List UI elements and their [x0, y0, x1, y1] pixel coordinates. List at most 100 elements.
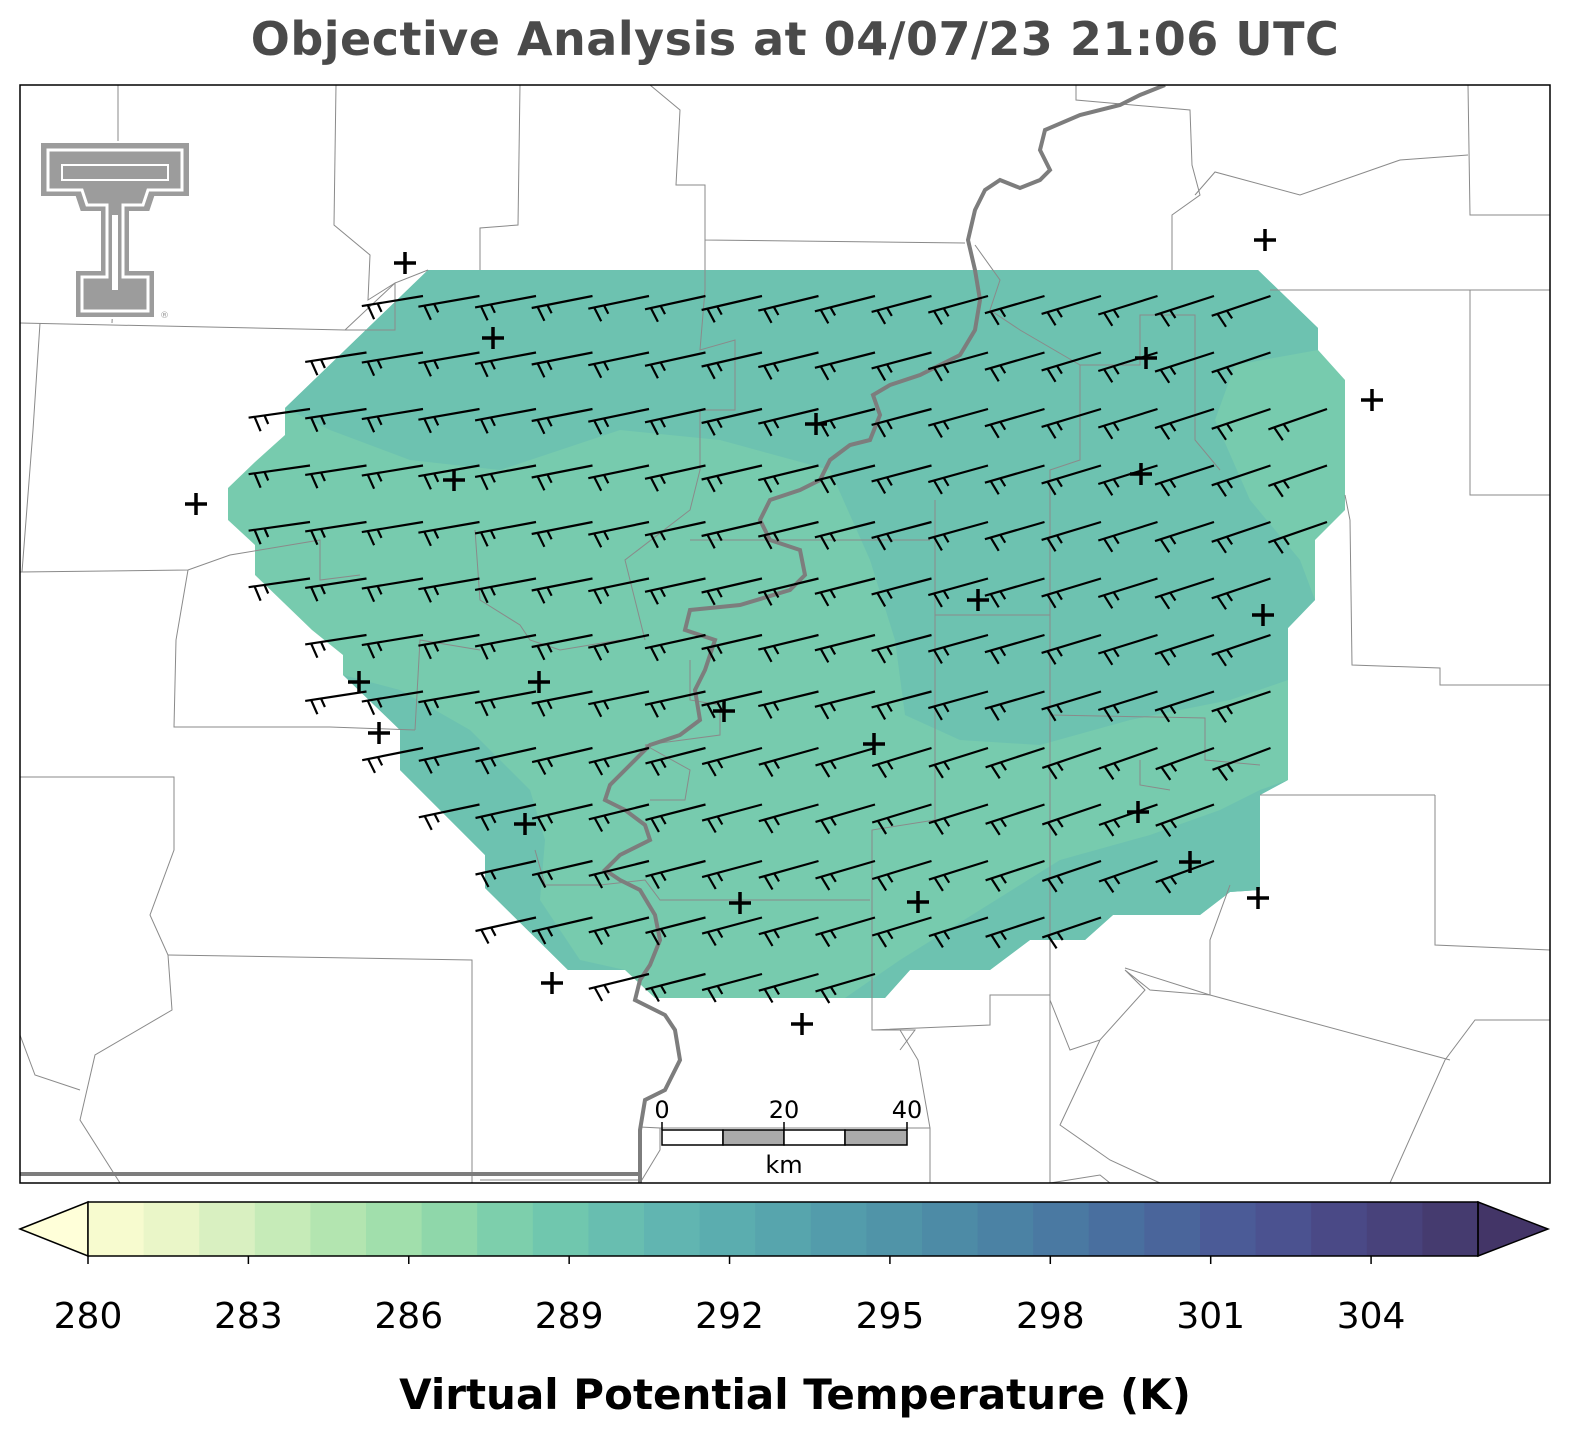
wind-barb-half-flag: [1056, 818, 1064, 828]
wind-barb-flag: [480, 816, 490, 832]
colorbar-tick-label: 286: [374, 1296, 444, 1337]
wind-barb-flag: [1047, 821, 1058, 837]
wind-barb-flag: [876, 309, 887, 325]
wind-barb-half-flag: [716, 418, 723, 429]
wind-barb-half-flag: [942, 307, 950, 317]
wind-barb-half-flag: [659, 815, 667, 825]
wind-barb-half-flag: [489, 642, 496, 653]
wind-barb-staff: [645, 972, 706, 991]
colorbar-swatch: [366, 1202, 423, 1256]
wind-barb-half-flag: [1055, 478, 1063, 488]
wind-barb-staff: [1097, 690, 1158, 712]
wind-barb-flag: [933, 536, 943, 551]
wind-barb-flag: [1216, 652, 1227, 667]
wind-barb-half-flag: [433, 642, 440, 652]
wind-barb-flag: [706, 703, 716, 719]
wind-barb-half-flag: [603, 814, 610, 825]
wind-barb-flag: [819, 478, 830, 494]
wind-barb-staff: [644, 520, 706, 537]
wind-barb-staff: [305, 577, 367, 589]
wind-barb-half-flag: [999, 534, 1007, 544]
wind-barb-half-flag: [659, 587, 666, 598]
wind-barb-half-flag: [772, 645, 780, 655]
wind-barb-staff: [645, 859, 706, 878]
wind-barb-staff: [474, 690, 537, 704]
wind-barb-flag: [650, 817, 660, 833]
wind-barb-flag: [819, 365, 830, 381]
wind-barb-half-flag: [773, 872, 780, 882]
wind-barb-flag: [876, 479, 887, 494]
wind-barb-flag: [706, 987, 717, 1003]
wind-barb-flag: [876, 933, 888, 948]
wind-barb-half-flag: [999, 818, 1007, 828]
wind-barb-half-flag: [659, 928, 667, 938]
wind-barb-staff: [758, 464, 819, 482]
wind-barb-staff: [418, 407, 480, 421]
wind-barb-staff: [531, 407, 593, 423]
wind-barb-half-flag: [716, 815, 724, 826]
wind-barb-flag: [706, 647, 716, 662]
wind-barb-flag: [310, 586, 319, 602]
wind-barb-half-flag: [943, 761, 951, 771]
wind-barb-half-flag: [829, 760, 837, 770]
wind-barb-half-flag: [603, 700, 610, 710]
wind-barb-staff: [815, 746, 876, 767]
wind-barb-flag: [1103, 765, 1115, 781]
wind-barb-flag: [1103, 538, 1114, 553]
wind-barb-flag: [1103, 822, 1115, 837]
wind-barb-staff: [871, 520, 932, 539]
wind-barb-half-flag: [999, 931, 1007, 941]
wind-barb-half-flag: [1225, 479, 1234, 489]
wind-barb-flag: [933, 649, 943, 664]
wind-barb-half-flag: [829, 873, 837, 883]
wind-barb-flag: [876, 366, 887, 381]
wind-barb-staff: [531, 577, 593, 592]
wind-barb-flag: [1216, 482, 1227, 497]
wind-barb-staff: [418, 294, 480, 308]
wind-barb-half-flag: [433, 813, 440, 823]
wind-barb-half-flag: [716, 928, 724, 939]
wind-barb-staff: [1268, 464, 1328, 487]
wind-barb-staff: [758, 407, 819, 425]
colorbar-swatch: [755, 1202, 812, 1256]
wind-barb-half-flag: [942, 703, 950, 713]
wind-barb-half-flag: [999, 308, 1007, 318]
wind-barb-staff: [1268, 407, 1328, 431]
wind-barb-staff: [1041, 294, 1102, 315]
wind-barb-flag: [593, 930, 604, 946]
wind-barb-half-flag: [1169, 535, 1177, 545]
wind-barb-half-flag: [546, 757, 554, 768]
wind-barb-staff: [1211, 407, 1271, 430]
wind-barb-staff: [1211, 577, 1271, 600]
colorbar-swatch: [310, 1202, 367, 1256]
wind-barb-flag: [1103, 651, 1114, 666]
colorbar-swatch: [1200, 1202, 1257, 1256]
wind-barb-flag: [706, 761, 717, 777]
wind-barb-staff: [815, 916, 876, 936]
colorbar-swatch: [532, 1202, 589, 1256]
wind-barb-half-flag: [716, 872, 724, 882]
wind-barb-half-flag: [546, 814, 554, 824]
wind-barb-half-flag: [829, 929, 837, 939]
wind-barb-flag: [366, 417, 376, 433]
wind-barb-flag: [989, 706, 1000, 721]
wind-barb-flag: [763, 875, 774, 891]
wind-barb-flag: [1216, 708, 1227, 723]
wind-barb-flag: [1103, 707, 1114, 722]
wind-barb-half-flag: [1112, 309, 1120, 319]
wind-barb-flag: [537, 873, 547, 889]
wind-barb-flag: [593, 533, 603, 548]
wind-barb-flag: [536, 701, 546, 717]
wind-barb-staff: [758, 746, 819, 766]
wind-barb-half-flag: [263, 584, 270, 594]
wind-barb-flag: [367, 758, 376, 774]
wind-barb-half-flag: [603, 474, 610, 484]
colorbar-swatch: [588, 1202, 645, 1256]
wind-barb-staff: [644, 690, 706, 706]
wind-barb-staff: [644, 633, 706, 650]
wind-barb-half-flag: [886, 476, 893, 486]
colorbar-swatch: [866, 1202, 923, 1256]
wind-barb-half-flag: [263, 528, 270, 538]
wind-barb-staff: [871, 407, 932, 426]
wind-barb-flag: [876, 820, 888, 835]
